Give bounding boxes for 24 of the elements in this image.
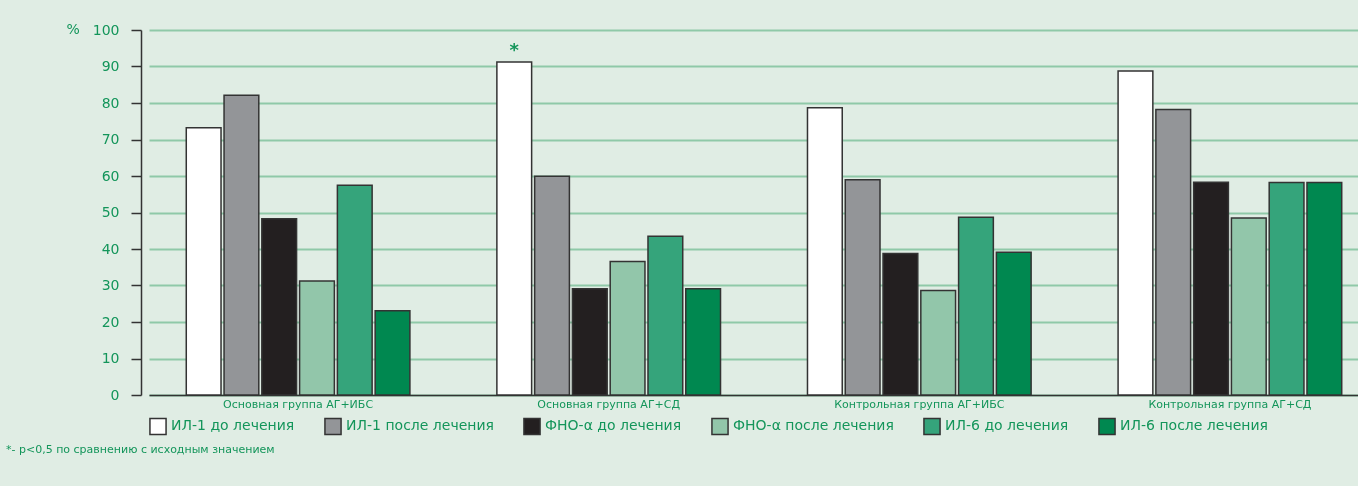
y-tick-label: 40	[101, 240, 120, 257]
y-tick-label: 30	[101, 277, 120, 293]
legend-label: ИЛ-1 после лечения	[346, 417, 494, 434]
y-axis-title: %	[66, 20, 80, 37]
y-tick-label: 80	[101, 94, 120, 111]
text: *- p<0,5 по сравнению с исходным значением	[6, 443, 275, 456]
x-tick-label: Основная группа АГ+СД	[537, 397, 681, 411]
legend-label: ИЛ-6 после лечения	[1120, 417, 1268, 434]
y-tick-label: 70	[101, 131, 120, 147]
legend-label: ФНО-α после лечения	[733, 417, 894, 434]
legend-label: ИЛ-6 до лечения	[945, 417, 1069, 434]
y-tick-label: 60	[101, 167, 120, 184]
legend-label: ФНО-α до лечения	[545, 417, 682, 434]
y-tick-label: 90	[101, 58, 120, 74]
annotation: *	[509, 39, 520, 61]
y-tick-label: 0	[110, 386, 120, 403]
legend-label: ИЛ-1 до лечения	[171, 417, 295, 434]
y-tick-label: 10	[101, 350, 120, 366]
x-tick-label: Контрольная группа АГ+ИБС	[834, 397, 1005, 411]
x-tick-label: Контрольная группа АГ+СД	[1148, 397, 1312, 411]
y-tick-label: 100	[92, 21, 120, 38]
y-tick-label: 20	[101, 313, 120, 330]
y-tick-label: 50	[101, 204, 120, 220]
x-tick-label: Основная группа АГ+ИБС	[223, 397, 374, 411]
